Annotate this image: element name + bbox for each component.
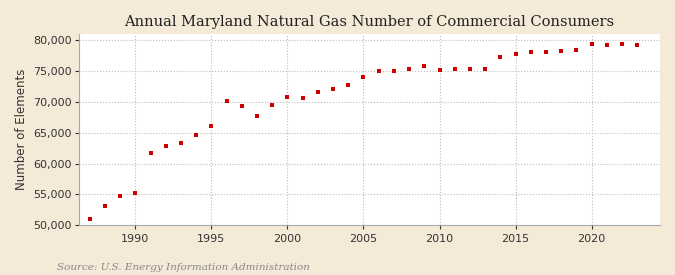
Point: [571, 48, 582, 52]
Point: [373, 68, 384, 73]
Point: [297, 95, 308, 100]
Point: [616, 42, 627, 46]
Point: [389, 68, 400, 73]
Point: [115, 194, 126, 199]
Point: [252, 114, 263, 119]
Point: [495, 55, 506, 59]
Point: [556, 49, 566, 53]
Title: Annual Maryland Natural Gas Number of Commercial Consumers: Annual Maryland Natural Gas Number of Co…: [124, 15, 615, 29]
Point: [586, 41, 597, 46]
Point: [450, 67, 460, 71]
Point: [145, 150, 156, 155]
Point: [84, 217, 95, 221]
Point: [161, 144, 171, 148]
Point: [221, 99, 232, 104]
Point: [358, 75, 369, 80]
Point: [130, 190, 141, 195]
Point: [632, 43, 643, 48]
Point: [327, 86, 338, 91]
Point: [419, 64, 430, 68]
Point: [267, 103, 277, 107]
Point: [510, 52, 521, 56]
Point: [434, 68, 445, 72]
Point: [100, 204, 111, 208]
Text: Source: U.S. Energy Information Administration: Source: U.S. Energy Information Administ…: [57, 263, 310, 272]
Point: [541, 50, 551, 54]
Point: [601, 43, 612, 48]
Point: [206, 124, 217, 128]
Point: [176, 141, 186, 145]
Point: [480, 67, 491, 71]
Point: [236, 104, 247, 109]
Point: [525, 50, 536, 54]
Point: [343, 82, 354, 87]
Point: [191, 133, 202, 138]
Point: [313, 90, 323, 94]
Point: [464, 67, 475, 72]
Y-axis label: Number of Elements: Number of Elements: [15, 69, 28, 190]
Point: [282, 94, 293, 99]
Point: [404, 67, 414, 72]
